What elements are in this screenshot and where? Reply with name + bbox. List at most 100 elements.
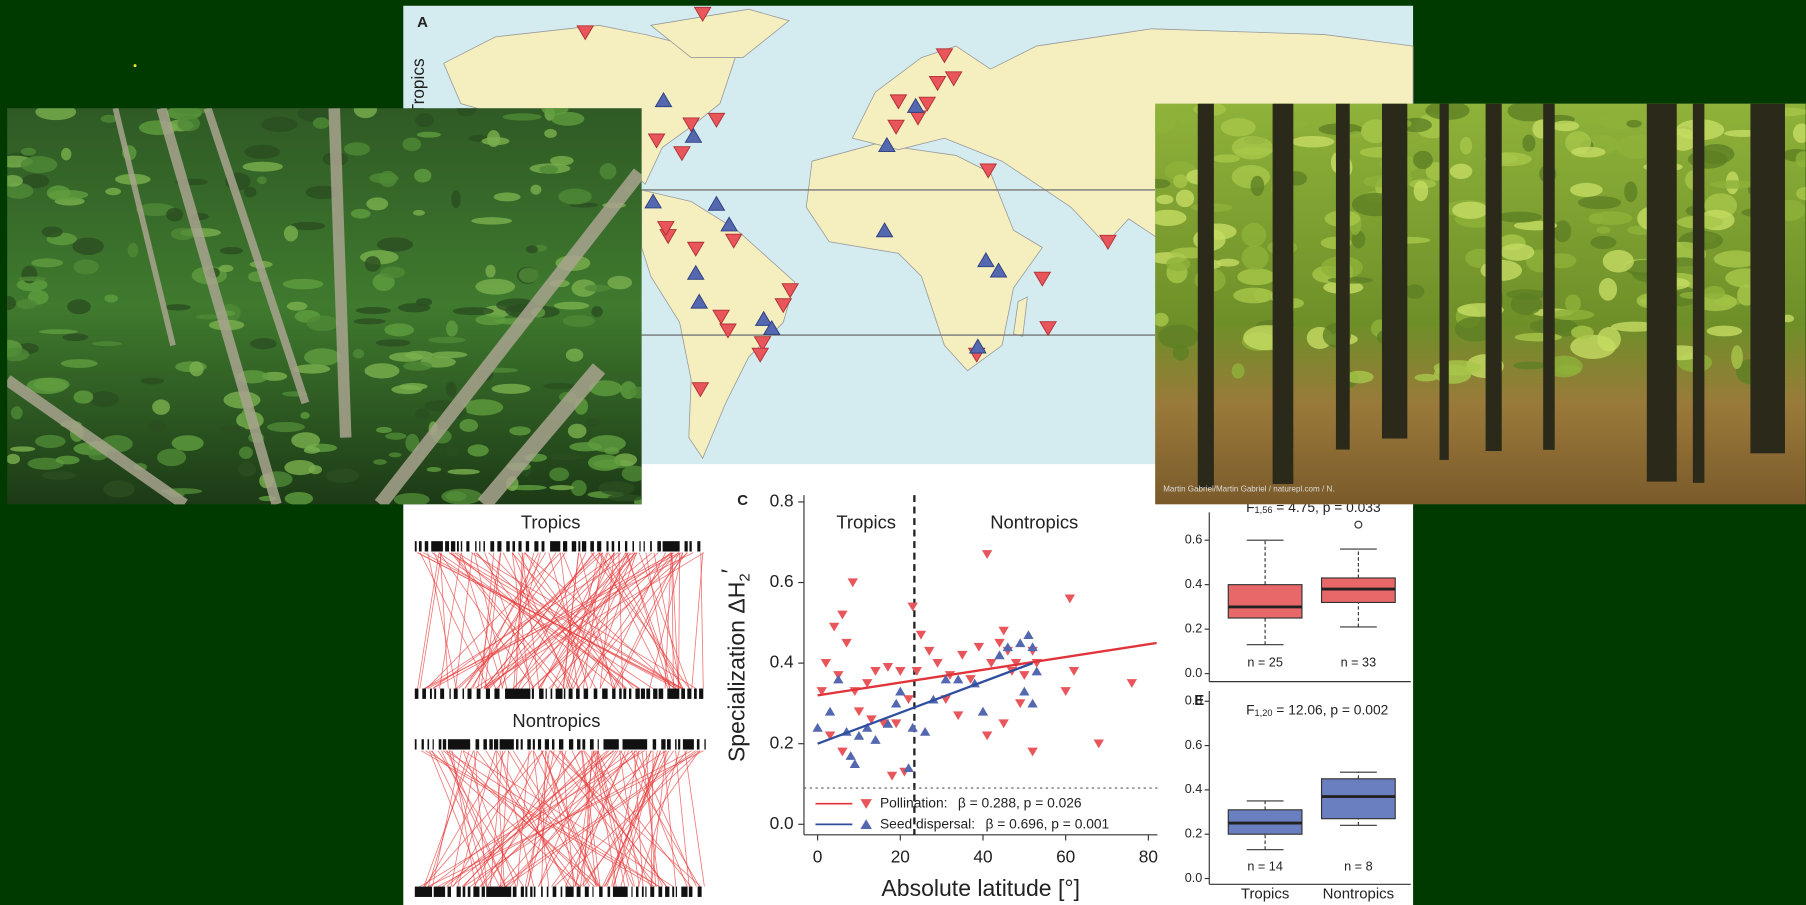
leaf — [1242, 223, 1267, 247]
leaf — [459, 419, 478, 432]
y-tick-label: 0.8 — [1185, 694, 1203, 708]
photo-credit: Martin Gabriel/Martin Gabriel / naturepl… — [1163, 484, 1334, 493]
leaf — [1597, 327, 1621, 351]
leaf — [1452, 202, 1488, 219]
leaf — [1237, 268, 1275, 285]
network-node — [603, 739, 618, 749]
network-node — [449, 689, 450, 699]
leaf — [591, 306, 602, 317]
network-title: Tropics — [521, 512, 581, 533]
leaf — [1571, 147, 1605, 158]
leaf — [389, 352, 424, 361]
leaf — [428, 337, 466, 344]
network-node — [556, 689, 563, 699]
leaf — [566, 349, 583, 362]
leaf — [365, 363, 400, 378]
network-node — [512, 541, 515, 551]
network-node — [547, 887, 549, 897]
leaf — [152, 399, 170, 414]
x-tick-label: 20 — [891, 846, 910, 866]
network-node — [577, 739, 580, 749]
network-node — [608, 887, 611, 897]
network-node — [683, 739, 694, 749]
leaf — [1150, 210, 1187, 226]
leaf — [1710, 180, 1757, 188]
leaf — [1242, 245, 1269, 270]
network-node — [440, 689, 444, 699]
network-node — [658, 887, 662, 897]
network-node — [635, 689, 639, 699]
leaf — [1552, 121, 1580, 132]
network-node — [448, 739, 470, 749]
leaf — [243, 162, 283, 172]
leaf — [1405, 284, 1425, 298]
leaf — [599, 481, 635, 495]
network-node — [430, 689, 432, 699]
leaf — [1173, 344, 1189, 360]
leaf — [441, 489, 482, 505]
leaf — [74, 259, 99, 274]
legend-stats: β = 0.288, p = 0.026 — [958, 794, 1082, 810]
leaf — [172, 435, 204, 451]
network-node — [650, 541, 652, 551]
network-node — [428, 739, 430, 749]
leaf — [326, 469, 359, 484]
legend-name: Seed dispersal: — [880, 815, 975, 831]
leaf — [1578, 196, 1621, 209]
panel-label: C — [737, 492, 748, 509]
network-node — [546, 689, 547, 699]
leaf — [447, 469, 479, 475]
network-node — [483, 541, 484, 551]
network-node — [665, 887, 669, 897]
network-node — [518, 541, 521, 551]
leaf — [104, 294, 118, 302]
network-node — [653, 689, 657, 699]
slide: A Tropics Tropics Nontropics C E 0204060… — [0, 0, 1806, 905]
leaf — [1624, 181, 1637, 202]
leaf — [103, 481, 135, 498]
region-label: Nontropics — [990, 512, 1078, 533]
leaf — [1232, 136, 1273, 160]
network-node — [516, 739, 518, 749]
y-tick-label: 0.8 — [770, 491, 794, 511]
network-node — [415, 689, 419, 699]
network-node — [566, 887, 574, 897]
leaf — [61, 148, 71, 160]
leaf — [446, 381, 457, 396]
network-node — [445, 541, 449, 551]
leaf — [509, 426, 531, 435]
leaf — [72, 238, 104, 255]
network-node — [663, 541, 680, 551]
leaf — [61, 359, 98, 368]
network-node — [646, 689, 650, 699]
trunk — [1440, 104, 1449, 460]
trunk — [1336, 104, 1350, 450]
stat-rest: = 12.06, p = 0.002 — [1272, 701, 1388, 717]
leaf — [384, 323, 414, 336]
leaf — [1233, 288, 1274, 304]
n-label: n = 14 — [1247, 859, 1283, 873]
network-node — [490, 541, 494, 551]
leaf — [415, 409, 429, 420]
leaf — [548, 454, 584, 460]
network-node — [415, 887, 432, 897]
network-node — [613, 887, 628, 897]
leaf — [6, 454, 20, 464]
leaf — [394, 493, 430, 506]
network-node — [678, 739, 680, 749]
network-node — [539, 689, 543, 699]
leaf — [1515, 333, 1562, 342]
leaf — [365, 256, 381, 272]
x-tick-label: 60 — [1056, 846, 1075, 866]
leaf — [1554, 220, 1572, 242]
stat-sub: 1,20 — [1255, 708, 1273, 718]
network-node — [612, 689, 615, 699]
leaf — [377, 238, 413, 252]
network-node — [623, 739, 648, 749]
leaf — [354, 318, 386, 324]
network-node — [443, 739, 446, 749]
network-node — [505, 689, 530, 699]
network-node — [592, 887, 593, 897]
leaf — [21, 156, 57, 173]
network-node — [521, 887, 524, 897]
